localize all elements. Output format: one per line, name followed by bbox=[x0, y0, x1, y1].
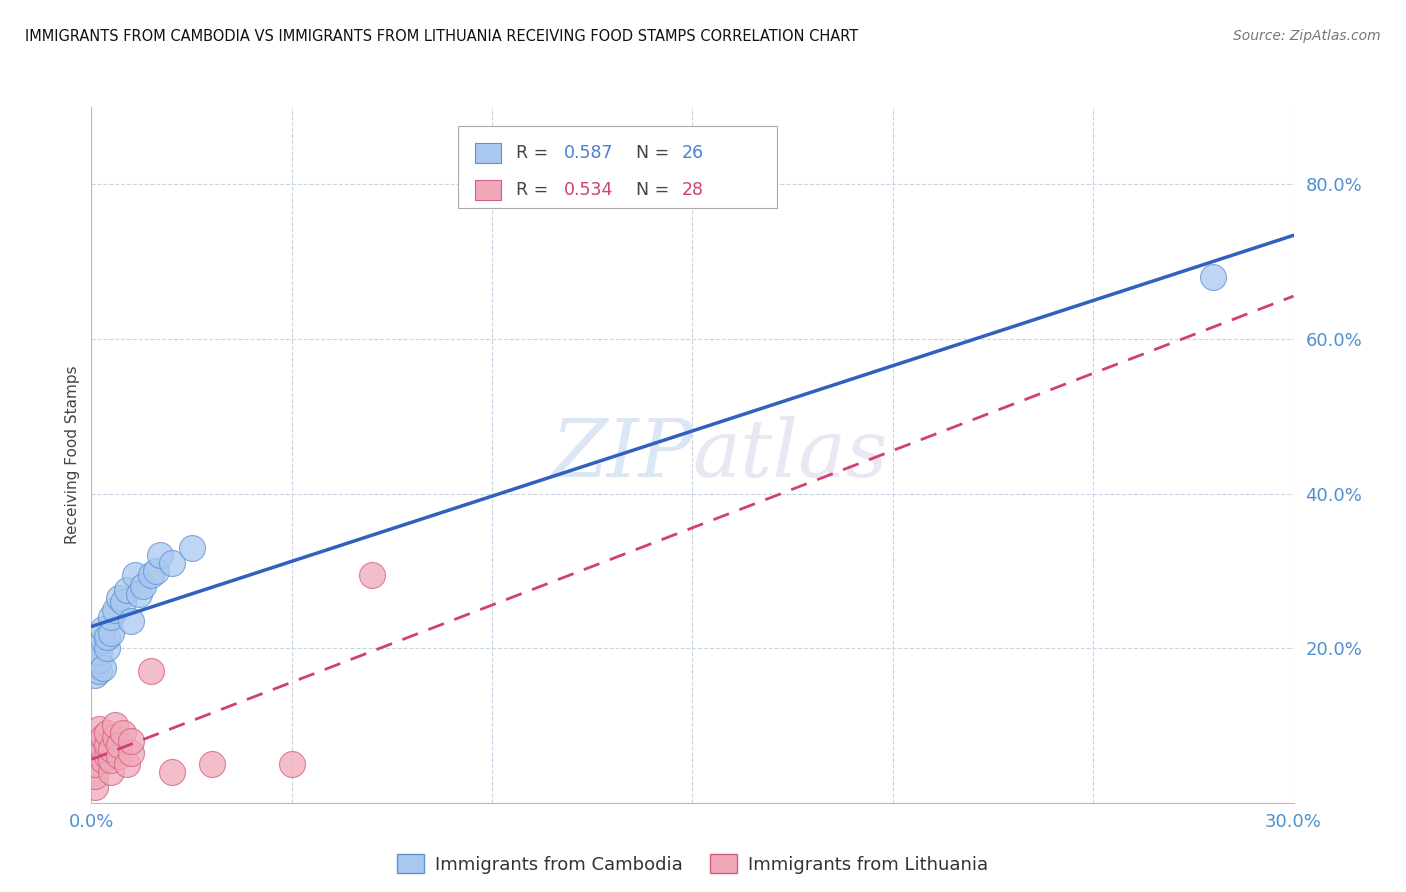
Point bbox=[180, 541, 202, 555]
Point bbox=[104, 730, 127, 744]
Point bbox=[104, 718, 127, 732]
Text: Source: ZipAtlas.com: Source: ZipAtlas.com bbox=[1233, 29, 1381, 43]
Point bbox=[89, 746, 111, 760]
Point bbox=[96, 726, 118, 740]
Point bbox=[121, 746, 143, 760]
Legend: Immigrants from Cambodia, Immigrants from Lithuania: Immigrants from Cambodia, Immigrants fro… bbox=[389, 847, 995, 880]
Point bbox=[148, 549, 170, 563]
Point bbox=[100, 610, 122, 624]
Text: 0.587: 0.587 bbox=[564, 144, 613, 162]
Point bbox=[100, 741, 122, 756]
Text: atlas: atlas bbox=[692, 417, 887, 493]
Text: N =: N = bbox=[636, 144, 675, 162]
Point bbox=[160, 556, 183, 570]
Point bbox=[160, 764, 183, 779]
Point bbox=[84, 769, 107, 783]
Point bbox=[89, 734, 111, 748]
Point bbox=[108, 591, 131, 605]
Point bbox=[93, 753, 115, 767]
Point bbox=[100, 753, 122, 767]
Point bbox=[100, 764, 122, 779]
Point bbox=[96, 630, 118, 644]
Point bbox=[117, 583, 139, 598]
Point bbox=[141, 665, 163, 679]
Point bbox=[128, 587, 150, 601]
Point bbox=[84, 657, 107, 671]
Point bbox=[117, 757, 139, 772]
Point bbox=[93, 741, 115, 756]
Point bbox=[93, 730, 115, 744]
Point bbox=[84, 757, 107, 772]
Point bbox=[96, 641, 118, 656]
Point bbox=[104, 602, 127, 616]
Text: R =: R = bbox=[516, 144, 554, 162]
FancyBboxPatch shape bbox=[458, 126, 776, 208]
Point bbox=[201, 757, 224, 772]
Point bbox=[93, 660, 115, 674]
Text: 28: 28 bbox=[682, 181, 703, 199]
Point bbox=[112, 595, 135, 609]
Point bbox=[96, 749, 118, 764]
Point bbox=[121, 614, 143, 628]
Text: 26: 26 bbox=[682, 144, 704, 162]
Text: 0.534: 0.534 bbox=[564, 181, 613, 199]
Point bbox=[360, 567, 382, 582]
Point bbox=[108, 738, 131, 752]
Point bbox=[141, 567, 163, 582]
Point bbox=[89, 665, 111, 679]
Y-axis label: Receiving Food Stamps: Receiving Food Stamps bbox=[65, 366, 80, 544]
Point bbox=[96, 738, 118, 752]
FancyBboxPatch shape bbox=[475, 144, 502, 162]
Point bbox=[100, 625, 122, 640]
Point bbox=[89, 723, 111, 737]
Text: IMMIGRANTS FROM CAMBODIA VS IMMIGRANTS FROM LITHUANIA RECEIVING FOOD STAMPS CORR: IMMIGRANTS FROM CAMBODIA VS IMMIGRANTS F… bbox=[25, 29, 859, 44]
Point bbox=[124, 567, 146, 582]
Point bbox=[89, 653, 111, 667]
Point bbox=[132, 579, 155, 593]
Point bbox=[84, 668, 107, 682]
Text: N =: N = bbox=[636, 181, 675, 199]
Point bbox=[145, 564, 167, 578]
Point bbox=[93, 622, 115, 636]
Text: R =: R = bbox=[516, 181, 554, 199]
Point bbox=[1202, 270, 1225, 285]
Text: ZIP: ZIP bbox=[551, 417, 692, 493]
Point bbox=[281, 757, 304, 772]
FancyBboxPatch shape bbox=[475, 180, 502, 200]
Point bbox=[89, 645, 111, 659]
Point bbox=[84, 780, 107, 795]
Point bbox=[108, 749, 131, 764]
Point bbox=[121, 734, 143, 748]
Point bbox=[112, 726, 135, 740]
Point bbox=[93, 633, 115, 648]
